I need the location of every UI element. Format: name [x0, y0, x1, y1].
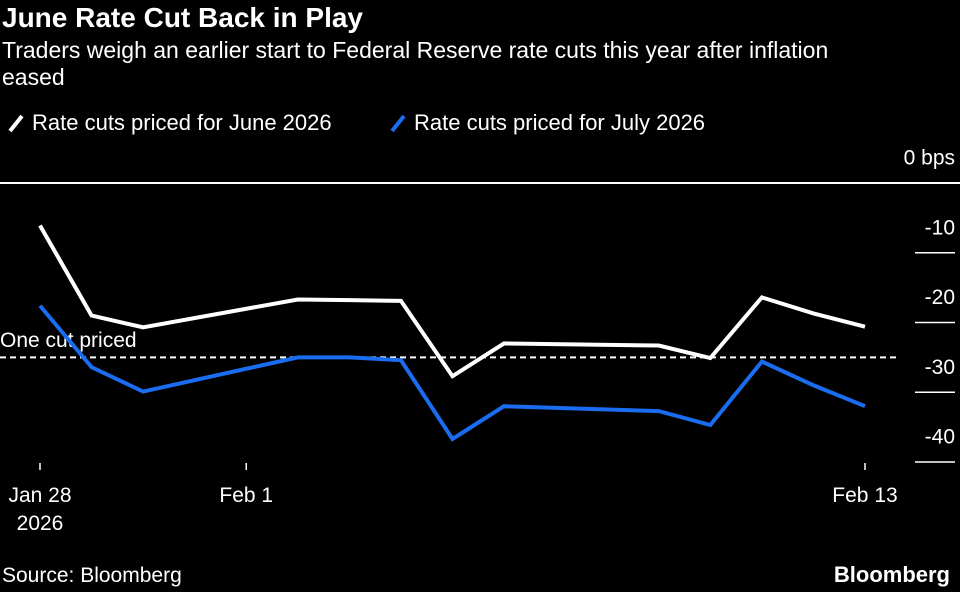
legend-item: Rate cuts priced for June 2026: [8, 110, 332, 136]
brand: Bloomberg: [833, 562, 950, 587]
legend-label: Rate cuts priced for June 2026: [32, 110, 332, 135]
chart-title: June Rate Cut Back in Play: [2, 2, 364, 33]
x-tick-label: Feb 13: [832, 484, 898, 507]
legend-swatch: [390, 114, 406, 133]
y-tick-label: -30: [925, 356, 955, 379]
x-tick-label: Feb 1: [219, 484, 274, 507]
data-line: [38, 224, 866, 379]
legend-swatch-line: [390, 114, 406, 133]
y-tick-label: -20: [925, 286, 955, 309]
legend-label: Rate cuts priced for July 2026: [414, 110, 706, 135]
source: Source: Bloomberg: [2, 564, 182, 587]
legend-item: Rate cuts priced for July 2026: [390, 110, 705, 136]
chart-subtitle: Traders weigh an earlier start to Federa…: [2, 37, 829, 90]
y-tick-label: 0 bps: [904, 147, 955, 170]
legend-swatch-line: [8, 114, 24, 133]
legend-swatch: [8, 114, 24, 133]
x-tick-label: Jan 28 2026: [8, 484, 72, 535]
y-tick-label: -10: [925, 216, 955, 239]
y-tick-label: -40: [925, 426, 955, 449]
data-line: [38, 304, 866, 442]
